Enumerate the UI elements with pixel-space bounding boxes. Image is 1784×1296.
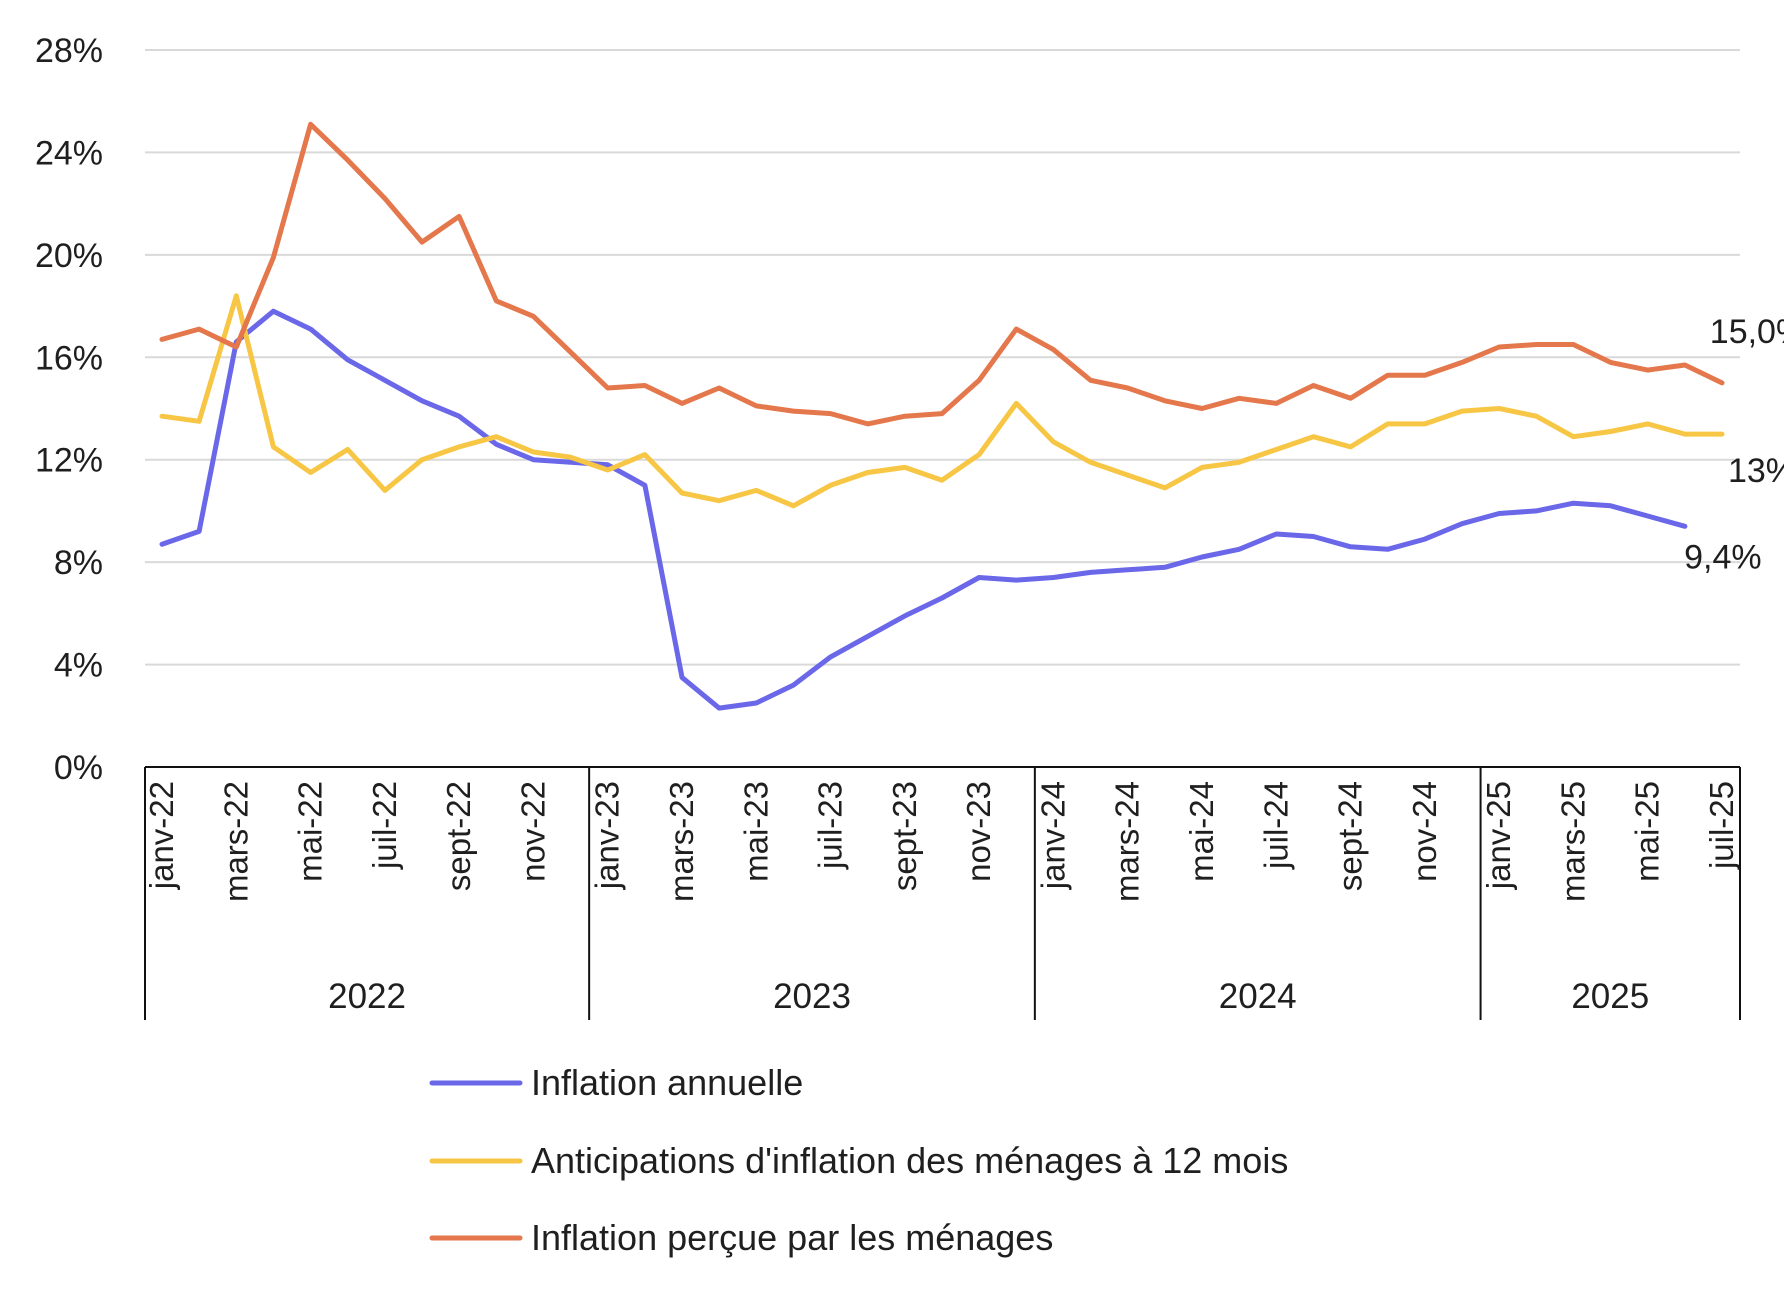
y-tick-label: 8%: [54, 544, 103, 582]
x-tick-label: nov-22: [514, 781, 551, 882]
y-axis-tick-labels: 0% 4% 8% 12% 16% 20% 24% 28%: [35, 32, 103, 787]
series-3: [159, 121, 1725, 427]
x-tick-label: juil-24: [1257, 781, 1294, 870]
end-value-label: 13%: [1728, 452, 1784, 490]
x-tick-label: janv-25: [1480, 781, 1517, 890]
x-tick-label: sept-23: [886, 781, 923, 891]
legend-label: Anticipations d'inflation des ménages à …: [531, 1140, 1288, 1181]
series-line: [159, 121, 1725, 427]
x-tick-label: janv-23: [589, 781, 626, 890]
series-line: [159, 308, 1688, 711]
legend-label: Inflation annuelle: [531, 1062, 803, 1103]
y-tick-label: 0%: [54, 749, 103, 787]
y-tick-label: 16%: [35, 339, 103, 377]
x-tick-label: mai-22: [292, 781, 329, 882]
x-tick-label: sept-24: [1332, 781, 1369, 891]
year-label: 2025: [1571, 977, 1649, 1016]
x-tick-label: mars-24: [1109, 781, 1146, 902]
legend: Inflation annuelle Anticipations d'inflat…: [429, 1062, 1288, 1258]
legend-item: Inflation annuelle: [429, 1062, 803, 1103]
end-value-label: 9,4%: [1684, 538, 1762, 576]
y-tick-label: 12%: [35, 442, 103, 480]
x-tick-label: mai-25: [1629, 781, 1666, 882]
year-label: 2022: [328, 977, 406, 1016]
y-tick-label: 20%: [35, 237, 103, 275]
y-tick-label: 28%: [35, 32, 103, 70]
legend-item: Anticipations d'inflation des ménages à …: [429, 1140, 1288, 1181]
gridlines: [145, 49, 1740, 666]
legend-label: Inflation perçue par les ménages: [531, 1217, 1053, 1258]
year-label: 2024: [1219, 977, 1297, 1016]
x-tick-label: mai-23: [737, 781, 774, 882]
end-value-labels: 9,4% 13% 15,0%: [1684, 313, 1784, 576]
x-tick-label: janv-22: [143, 781, 180, 890]
end-value-label: 15,0%: [1710, 313, 1784, 351]
x-tick-label: janv-24: [1034, 781, 1071, 890]
series-1: [159, 308, 1688, 711]
x-tick-label: nov-24: [1406, 781, 1443, 882]
series-2: [159, 293, 1725, 509]
x-tick-label: mai-24: [1183, 781, 1220, 882]
x-tick-label: juil-22: [366, 781, 403, 870]
x-tick-label: mars-25: [1554, 781, 1591, 902]
y-tick-label: 24%: [35, 134, 103, 172]
x-axis: janv-22 mars-22 mai-22 juil-22 sept-22 nov-22…: [143, 766, 1741, 1020]
series-line: [159, 293, 1725, 509]
legend-item: Inflation perçue par les ménages: [429, 1217, 1053, 1258]
year-label: 2023: [773, 977, 851, 1016]
x-tick-label: mars-23: [663, 781, 700, 902]
x-tick-label: sept-22: [440, 781, 477, 891]
x-tick-label: nov-23: [960, 781, 997, 882]
data-series: [159, 121, 1725, 711]
y-tick-label: 4%: [54, 647, 103, 685]
x-tick-label: mars-22: [217, 781, 254, 902]
x-tick-label: juil-25: [1703, 781, 1740, 870]
x-tick-label: juil-23: [812, 781, 849, 870]
